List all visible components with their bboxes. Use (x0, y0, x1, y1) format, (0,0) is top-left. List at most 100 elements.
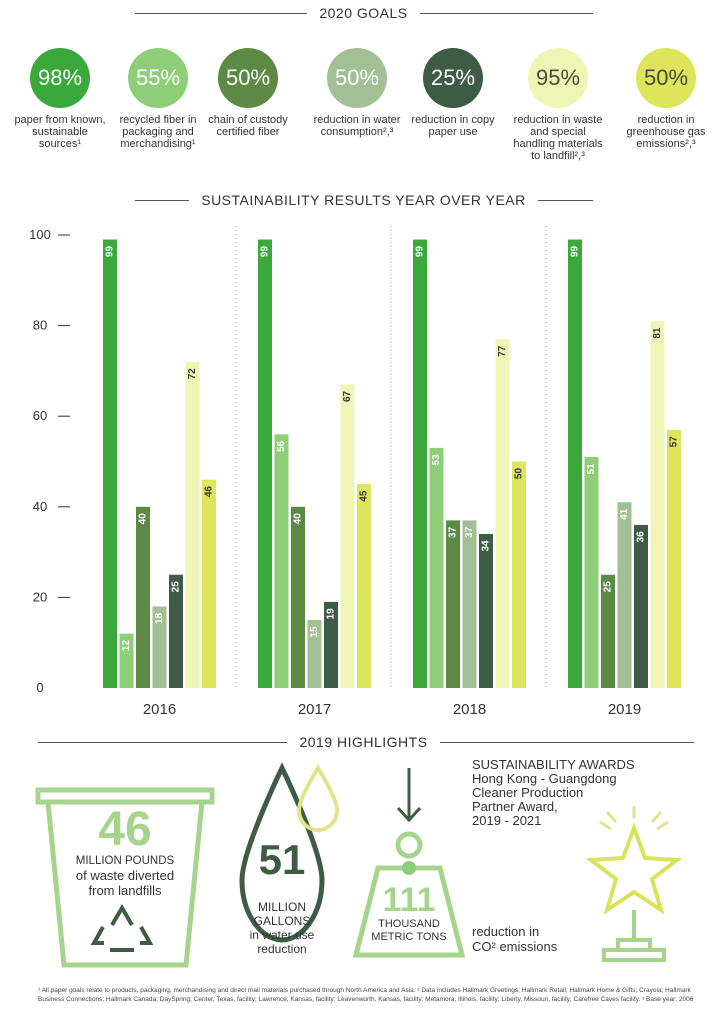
co2-caption: reduction in CO² emissions (472, 924, 557, 954)
goal-percent: 50% (218, 48, 278, 108)
goal-item: 98% paper from known, sustainable sources… (14, 48, 106, 150)
bar (307, 620, 322, 688)
goal-label: recycled fiber in packaging and merchand… (119, 114, 197, 150)
chart-title: SUSTAINABILITY RESULTS YEAR OVER YEAR (0, 192, 727, 208)
goal-percent: 50% (636, 48, 696, 108)
water-highlight: 51 (242, 838, 322, 882)
bar (667, 429, 681, 688)
co2-line2: METRIC TONS (371, 931, 447, 943)
bar-value-label: 18 (154, 612, 165, 624)
bar (202, 479, 216, 688)
water-caption: MILLION GALLONS in water use reduction (232, 900, 332, 956)
bar (650, 321, 665, 688)
bar (274, 434, 289, 688)
bar (103, 239, 117, 688)
y-tick-label: 0 (36, 680, 43, 695)
goal-label: chain of custody certified fiber (208, 114, 288, 138)
bar (324, 601, 338, 688)
awards-line2: Cleaner Production (472, 785, 584, 800)
co2-line1: THOUSAND (378, 918, 440, 930)
bar-value-label: 57 (669, 436, 680, 448)
awards-line1: Hong Kong - Guangdong (472, 771, 617, 786)
bar-value-label: 25 (171, 581, 182, 593)
bar-value-label: 77 (497, 345, 508, 357)
bar-value-label: 40 (293, 513, 304, 525)
bar-value-label: 46 (204, 486, 215, 498)
bar (495, 339, 510, 688)
weight-icon (352, 768, 466, 958)
bar-value-label: 19 (326, 608, 337, 620)
goal-label: paper from known, sustainable sources¹ (14, 114, 106, 150)
bar-value-label: 37 (464, 526, 475, 538)
goal-percent: 55% (128, 48, 188, 108)
bar (136, 506, 150, 688)
bar-value-label: 81 (652, 327, 663, 339)
waste-line2: of waste diverted (75, 868, 175, 883)
waste-bin-icon (35, 787, 215, 968)
co2-highlight: 111 THOUSAND METRIC TONS (359, 882, 459, 944)
bar-value-label: 99 (415, 246, 426, 258)
bar-value-label: 37 (448, 526, 459, 538)
y-tick-label: 60 (33, 408, 47, 423)
bar (446, 520, 460, 688)
goal-item: 50% chain of custody certified fiber (202, 48, 294, 138)
goal-item: 50% reduction in greenhouse gas emissions… (620, 48, 712, 150)
highlights-title: 2019 HIGHLIGHTS (0, 734, 727, 750)
bar-value-label: 99 (105, 246, 116, 258)
bar (568, 239, 582, 688)
goal-item: 95% reduction in waste and special handli… (512, 48, 604, 162)
bar (413, 239, 427, 688)
bar (462, 520, 477, 688)
x-category-label: 2017 (298, 701, 331, 718)
bar (584, 456, 599, 688)
awards-block: SUSTAINABILITY AWARDS Hong Kong - Guangd… (472, 758, 635, 828)
bar (601, 574, 615, 688)
goal-label: reduction in greenhouse gas emissions²,³ (626, 114, 706, 150)
co2-line4: CO² emissions (472, 939, 558, 954)
highlights-graphics (35, 762, 683, 968)
bar (479, 533, 493, 688)
water-line1: MILLION (257, 900, 306, 914)
bar (634, 524, 648, 688)
bar-value-label: 72 (187, 368, 198, 380)
bar (169, 574, 183, 688)
goal-item: 25% reduction in copy paper use (407, 48, 499, 138)
y-tick-label: 40 (33, 499, 47, 514)
bar-value-label: 34 (481, 540, 492, 552)
star-trophy-icon (585, 806, 683, 962)
y-tick-label: 20 (33, 589, 47, 604)
bar (119, 633, 134, 688)
bar (152, 606, 167, 688)
water-line4: reduction (257, 942, 307, 956)
recycle-icon (90, 904, 154, 952)
awards-line4: 2019 - 2021 (472, 813, 542, 828)
goal-percent: 98% (30, 48, 90, 108)
water-line2: GALLONS (253, 914, 311, 928)
bar (617, 502, 632, 688)
bar (512, 461, 526, 688)
x-category-label: 2016 (143, 701, 176, 718)
goal-label: reduction in water consumption²,³ (313, 114, 401, 138)
x-category-label: 2019 (608, 701, 641, 718)
bar (429, 447, 444, 688)
goal-item: 50% reduction in water consumption²,³ (311, 48, 403, 138)
bar-value-label: 67 (342, 390, 353, 402)
co2-number: 111 (382, 881, 436, 919)
bar (340, 384, 355, 688)
bar-value-label: 41 (619, 508, 630, 520)
bar-value-label: 56 (276, 440, 287, 452)
water-drop-icon (239, 762, 340, 943)
bar-value-label: 12 (121, 640, 132, 652)
co2-line3: reduction in (472, 924, 540, 939)
goal-item: 55% recycled fiber in packaging and merch… (112, 48, 204, 150)
bar-value-label: 53 (431, 454, 442, 466)
goal-label: reduction in copy paper use (411, 114, 495, 138)
waste-number: 46 (98, 803, 152, 856)
bar (258, 239, 272, 688)
bar-chart: 0 20 40 60 80 100 99 12 40 18 25 72 46 2016 99 56 40 15 19… (29, 226, 681, 718)
waste-line1: MILLION POUNDS (75, 855, 175, 867)
awards-line3: Partner Award, (472, 799, 558, 814)
waste-highlight: 46 MILLION POUNDS of waste diverted from… (55, 803, 195, 899)
bar-value-label: 25 (603, 581, 614, 593)
bar-value-label: 99 (260, 246, 271, 258)
